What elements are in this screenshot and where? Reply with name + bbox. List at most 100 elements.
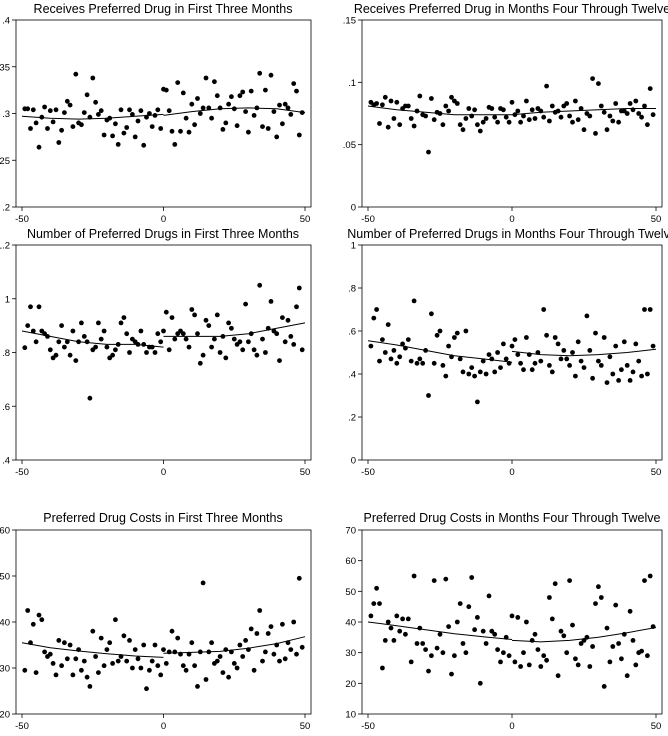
data-point (70, 328, 76, 334)
data-point (466, 371, 472, 377)
fit-line-right (511, 348, 657, 357)
data-point (604, 380, 610, 385)
data-point (73, 358, 79, 363)
data-point (607, 113, 613, 119)
data-point (555, 108, 561, 114)
fit-line-left (21, 330, 164, 348)
y-tick-label: 60 (0, 526, 10, 537)
data-point (616, 641, 621, 646)
data-point (291, 342, 297, 347)
data-point (87, 684, 93, 689)
data-point (200, 105, 206, 111)
data-point (257, 282, 263, 288)
data-point (639, 373, 644, 379)
data-point (166, 347, 172, 353)
data-point (437, 631, 443, 637)
data-point (581, 365, 587, 370)
data-point (257, 70, 263, 76)
data-point (217, 350, 223, 355)
data-point (96, 670, 101, 675)
data-point (285, 105, 291, 111)
data-point (604, 127, 610, 133)
y-tick-label: .6 (2, 402, 10, 413)
data-point (526, 662, 532, 668)
data-point (152, 642, 158, 648)
data-point (263, 87, 268, 93)
x-tick-label: -50 (361, 721, 375, 732)
data-point (619, 367, 624, 373)
data-point (73, 71, 79, 77)
data-point (130, 665, 135, 671)
data-point (118, 320, 124, 326)
data-point (489, 106, 495, 111)
data-point (601, 109, 607, 115)
data-point (463, 116, 469, 121)
data-point (274, 134, 280, 140)
data-point (47, 347, 53, 353)
data-point (452, 653, 457, 659)
data-point (90, 75, 96, 81)
data-point (121, 315, 127, 320)
data-point (223, 355, 229, 361)
data-point (113, 347, 118, 353)
data-point (446, 624, 451, 629)
plot-frame (15, 19, 312, 208)
data-point (33, 120, 39, 126)
data-point (130, 112, 135, 117)
data-point (578, 358, 584, 364)
data-point (529, 367, 535, 373)
data-point (509, 99, 515, 105)
data-point (195, 684, 200, 689)
data-point (200, 352, 206, 358)
data-point (452, 335, 457, 340)
data-point (268, 72, 274, 78)
data-point (265, 126, 271, 131)
data-point (633, 341, 639, 347)
data-point (28, 126, 33, 131)
data-point (104, 647, 110, 652)
data-point (460, 641, 466, 646)
data-point (400, 616, 405, 622)
chart-panel-3: Number of Preferred Drugs in First Three… (0, 227, 312, 478)
data-point (124, 658, 130, 664)
x-tick-label: 0 (509, 214, 514, 225)
data-point (400, 341, 405, 347)
data-point (98, 336, 104, 342)
data-point (296, 575, 302, 581)
data-point (263, 350, 268, 355)
data-point (414, 360, 420, 366)
data-point (567, 578, 572, 583)
data-point (135, 656, 141, 662)
data-point (155, 663, 161, 669)
data-point (564, 356, 570, 362)
data-point (39, 617, 45, 623)
data-point (593, 601, 598, 606)
y-tick-label: .05 (343, 140, 356, 151)
data-point (518, 119, 523, 125)
x-tick-label: 0 (161, 721, 166, 732)
data-point (206, 105, 212, 111)
data-point (431, 117, 437, 123)
data-point (214, 312, 220, 318)
data-point (578, 106, 584, 111)
data-point (206, 323, 212, 328)
data-point (203, 75, 209, 81)
data-point (408, 358, 414, 364)
data-point (440, 122, 446, 128)
data-point (417, 93, 423, 99)
data-point (200, 580, 206, 586)
data-point (621, 339, 627, 345)
data-point (466, 604, 472, 610)
data-point (79, 122, 84, 128)
data-point (189, 307, 195, 312)
y-tick-label: 10 (345, 710, 356, 721)
data-point (36, 612, 42, 618)
data-point (59, 323, 64, 328)
data-point (457, 356, 463, 362)
data-point (437, 328, 443, 334)
data-point (601, 684, 607, 689)
data-point (294, 88, 299, 94)
data-point (172, 142, 178, 147)
data-point (480, 119, 486, 125)
y-tick-label: .6 (348, 327, 356, 338)
